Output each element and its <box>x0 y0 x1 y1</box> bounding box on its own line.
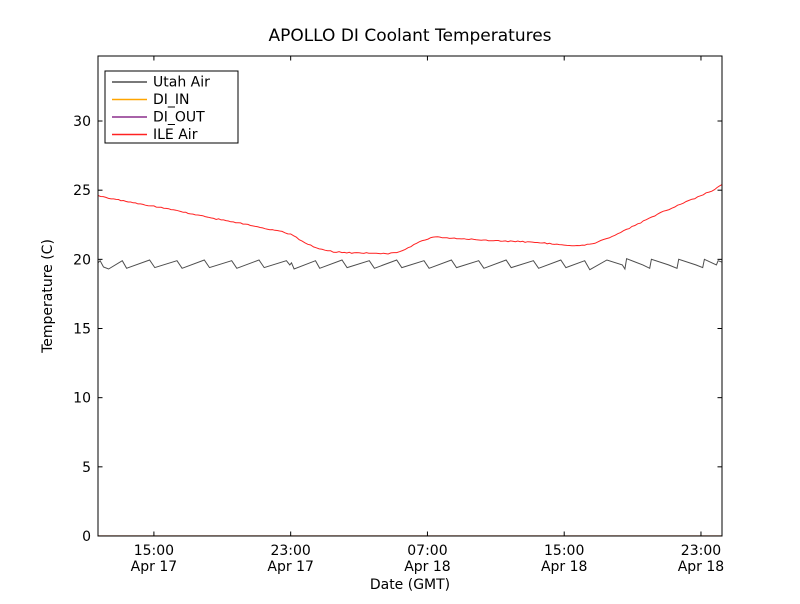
series-line-ile-air <box>98 184 722 255</box>
y-tick-label: 30 <box>73 114 91 130</box>
x-tick-time-label: 23:00 <box>681 543 721 559</box>
y-tick-label: 25 <box>73 183 91 199</box>
y-tick-label: 15 <box>73 322 91 338</box>
chart-title: APOLLO DI Coolant Temperatures <box>268 26 551 46</box>
x-tick-date-label: Apr 18 <box>541 559 587 575</box>
x-tick-date-label: Apr 17 <box>267 559 313 575</box>
y-axis-label: Temperature (C) <box>40 239 56 354</box>
legend-label: DI_IN <box>153 92 190 108</box>
x-tick-date-label: Apr 18 <box>678 559 724 575</box>
x-tick-time-label: 07:00 <box>407 543 447 559</box>
x-tick-time-label: 15:00 <box>544 543 584 559</box>
y-tick-label: 10 <box>73 391 91 407</box>
x-tick-time-label: 15:00 <box>134 543 174 559</box>
x-tick-date-label: Apr 18 <box>404 559 450 575</box>
legend-label: Utah Air <box>153 75 210 91</box>
legend-label: DI_OUT <box>153 110 205 126</box>
y-tick-label: 20 <box>73 252 91 268</box>
plot-border <box>97 55 723 537</box>
legend-label: ILE Air <box>153 127 198 143</box>
legend-box <box>104 70 239 144</box>
x-axis-label: Date (GMT) <box>370 577 450 593</box>
x-tick-date-label: Apr 17 <box>131 559 177 575</box>
series-line-utah-air <box>98 258 722 271</box>
y-tick-label: 0 <box>82 529 91 545</box>
y-tick-label: 5 <box>82 460 91 476</box>
x-tick-time-label: 23:00 <box>270 543 310 559</box>
